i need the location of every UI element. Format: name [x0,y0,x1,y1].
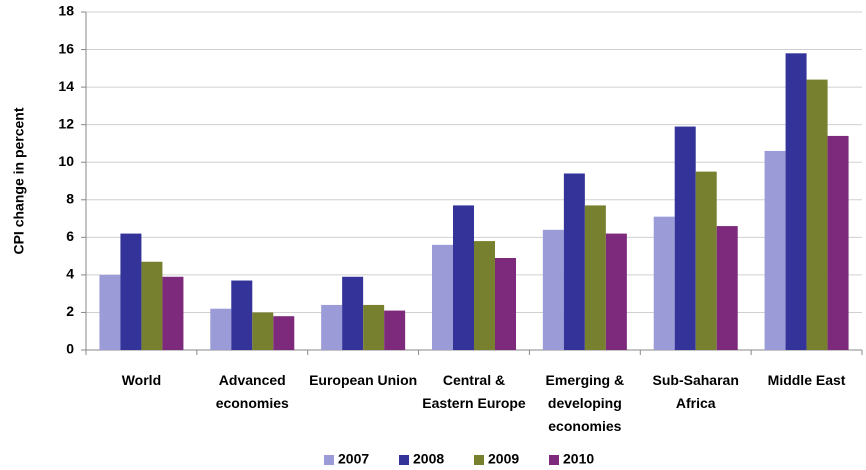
y-tick-label: 0 [66,341,74,357]
bar [584,205,606,350]
y-tick-label: 14 [58,78,74,94]
legend-swatch [324,455,334,465]
y-axis-label: CPI change in percent [11,107,27,254]
bar [432,244,453,350]
x-tick-label: European Union [309,372,418,388]
y-tick-label: 8 [66,190,74,206]
bar [716,226,738,350]
x-tick-label: Advanced economies [215,372,289,411]
y-tick-label: 4 [66,266,74,282]
legend-swatch [549,455,559,465]
bar [342,276,364,350]
bar [210,308,232,350]
y-tick-label: 6 [66,228,74,244]
bar [273,316,295,350]
legend-label: 2009 [488,451,519,467]
legend-label: 2008 [413,451,444,467]
bar [674,126,696,351]
x-tick-label: Emerging & developing economies [545,372,625,434]
x-tick-label: World [121,372,162,388]
y-tick-label: 16 [58,40,74,56]
bar [495,257,516,350]
bar [384,310,406,350]
bar [453,205,474,350]
bar [806,79,828,350]
bar [827,135,849,350]
y-tick-label: 10 [58,153,74,169]
bar [120,233,142,350]
y-tick-label: 2 [66,303,74,319]
bar [785,53,807,351]
legend-label: 2010 [563,451,594,467]
bar [363,304,385,350]
bar [764,150,786,350]
legend-swatch [474,455,484,465]
bar [542,229,564,350]
bar [321,304,343,350]
bar [653,216,675,350]
bar [695,171,717,350]
y-tick-label: 12 [58,115,74,131]
y-tick-label: 18 [58,3,74,19]
bar [99,274,121,350]
bar [605,233,627,350]
x-tick-label: Middle East [767,372,846,388]
bar [252,312,274,350]
bar [231,280,253,350]
legend-label: 2007 [338,451,369,467]
x-tick-label: Sub-Saharan Africa [652,372,739,411]
legend-swatch [399,455,409,465]
bar [162,276,184,350]
bar [141,261,163,350]
bar [474,241,495,350]
x-tick-label: Central & Eastern Europe [422,372,526,411]
bar [563,173,585,350]
